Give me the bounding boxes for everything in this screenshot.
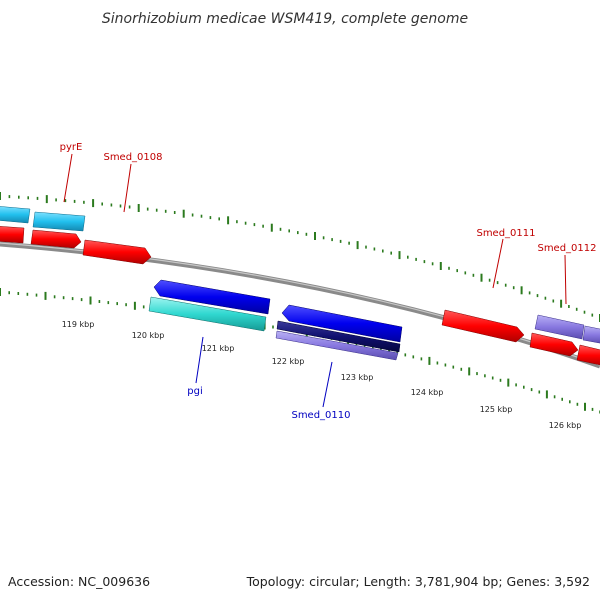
inner-tick-ring: [0, 288, 600, 414]
gene-pyrE[interactable]: [32, 211, 86, 232]
map-title: Sinorhizobium medicae WSM419, complete g…: [102, 11, 468, 27]
gene-smed-0108[interactable]: [82, 239, 152, 265]
tick-label-124: 124 kbp: [411, 388, 444, 397]
label-pyrE[interactable]: pyrE: [60, 142, 83, 153]
forward-genes: [0, 206, 600, 366]
label-smed-0108[interactable]: Smed_0108: [103, 152, 162, 163]
gene-red-right[interactable]: [576, 344, 600, 366]
gene-smed-0110-purple[interactable]: [275, 330, 399, 361]
accession-text: Accession: NC_009636: [8, 574, 150, 589]
gene-labels: pyrE Smed_0108 Smed_0111 Smed_0112 pgi S…: [60, 142, 597, 421]
label-smed-0112[interactable]: Smed_0112: [537, 243, 596, 254]
tick-label-123: 123 kbp: [341, 373, 374, 382]
tick-label-121: 121 kbp: [202, 344, 235, 353]
outer-tick-ring: [0, 192, 600, 322]
gene-cyan-left[interactable]: [0, 206, 31, 224]
leader-pyrE: [63, 153, 73, 203]
leader-pgi: [195, 336, 204, 384]
tick-label-125: 125 kbp: [480, 405, 513, 414]
gene-smed-0107[interactable]: [30, 229, 82, 249]
gene-smed-0110-blue[interactable]: [281, 304, 403, 343]
tick-label-120: 120 kbp: [132, 331, 165, 340]
leader-smed-0111: [492, 238, 504, 289]
label-smed-0110[interactable]: Smed_0110: [291, 410, 350, 421]
scale-labels: 119 kbp 120 kbp 121 kbp 122 kbp 123 kbp …: [62, 320, 582, 430]
tick-label-126: 126 kbp: [549, 421, 582, 430]
label-pgi[interactable]: pgi: [187, 386, 202, 397]
tick-label-119: 119 kbp: [62, 320, 95, 329]
label-smed-0111[interactable]: Smed_0111: [476, 228, 535, 239]
gene-smed-0112[interactable]: [529, 332, 579, 357]
gene-pgi[interactable]: [148, 296, 267, 332]
gene-red-left[interactable]: [0, 226, 25, 244]
gene-smed-0111[interactable]: [441, 309, 525, 343]
gene-purple-right-2[interactable]: [582, 325, 600, 344]
topology-summary: Topology: circular; Length: 3,781,904 bp…: [246, 574, 590, 589]
genome-backbone: [0, 241, 600, 369]
gene-pgi-blue[interactable]: [153, 279, 271, 315]
leader-smed-0112: [564, 254, 567, 305]
leader-smed-0110: [322, 361, 333, 408]
leader-smed-0108: [123, 163, 132, 213]
tick-label-122: 122 kbp: [272, 357, 305, 366]
gene-purple-right-1[interactable]: [534, 314, 585, 340]
reverse-genes: [148, 279, 403, 361]
gene-smed-0110[interactable]: [276, 320, 401, 353]
